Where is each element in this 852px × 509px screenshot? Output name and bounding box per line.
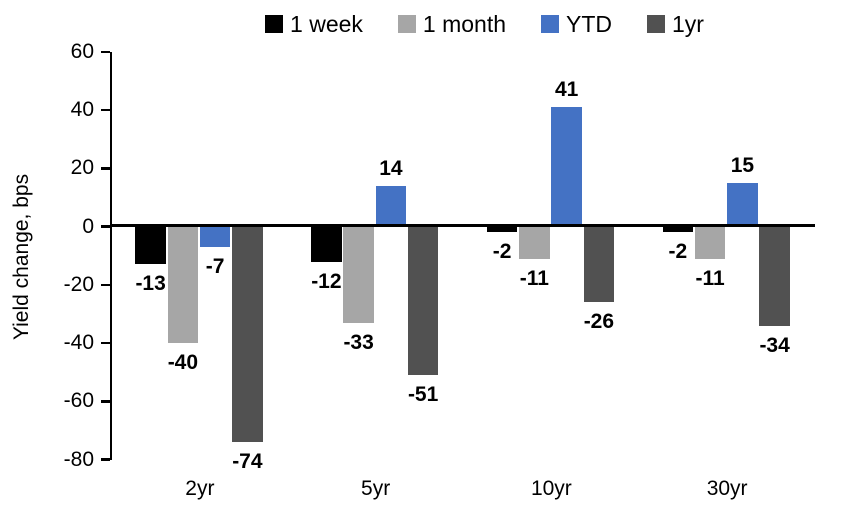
bar-ytd-2yr	[199, 226, 231, 248]
bar-1-week-2yr	[135, 226, 166, 265]
bar-ytd-10yr	[551, 107, 582, 227]
legend-swatch-1yr	[647, 15, 666, 33]
y-axis-tick	[100, 458, 110, 461]
y-axis-tick-label: -20	[63, 272, 94, 296]
data-label-1-month-10yr: -11	[519, 266, 549, 290]
data-label-1-month-30yr: -11	[695, 266, 725, 290]
bar-1-month-30yr	[694, 226, 726, 259]
legend-label-1-month: 1 month	[422, 11, 507, 37]
bar-ytd-30yr	[727, 182, 758, 227]
bar-1-month-5yr	[343, 226, 374, 323]
y-axis-tick	[100, 50, 110, 54]
legend-label-1-week: 1 week	[290, 11, 363, 37]
legend-swatch-1-month	[397, 15, 416, 33]
legend-label-ytd: YTD	[566, 11, 613, 37]
data-label-ytd-30yr: 15	[730, 153, 755, 177]
bar-1yr-5yr	[407, 226, 439, 376]
category-label-5yr: 5yr	[361, 477, 391, 500]
bar-1yr-30yr	[759, 226, 790, 326]
data-label-1yr-30yr: -34	[759, 333, 790, 357]
data-label-1-week-5yr: -12	[311, 269, 342, 293]
data-label-1yr-2yr: -74	[232, 450, 263, 474]
bar-1-week-30yr	[662, 226, 694, 233]
legend-item-1-week: 1 week	[265, 11, 363, 37]
data-label-1yr-5yr: -51	[407, 383, 439, 407]
chart-legend: 1 week 1 month YTD 1yr	[112, 9, 815, 39]
y-axis-tick	[100, 283, 110, 287]
legend-item-ytd: YTD	[541, 11, 612, 37]
bar-1-month-10yr	[519, 226, 550, 259]
y-axis-tick-label: 0	[82, 214, 94, 238]
legend-item-1-month: 1 month	[397, 11, 507, 37]
y-axis-tick-label: 40	[70, 98, 94, 122]
y-axis-line	[109, 52, 112, 460]
y-axis-tick-label: 20	[70, 156, 94, 180]
category-label-2yr: 2yr	[185, 477, 215, 500]
y-axis-tick	[100, 167, 110, 170]
legend-item-1yr: 1yr	[647, 11, 704, 37]
bar-1yr-2yr	[232, 226, 263, 443]
y-axis-tick-label: -40	[63, 331, 94, 355]
legend-swatch-ytd	[541, 15, 560, 33]
y-axis-tick-label: -80	[63, 447, 94, 471]
y-axis-tick	[100, 341, 110, 345]
legend-swatch-1-week	[265, 15, 284, 33]
y-axis-tick	[100, 400, 110, 403]
bar-ytd-5yr	[375, 185, 407, 227]
data-label-1-week-10yr: -2	[492, 240, 512, 264]
y-axis-tick	[100, 225, 110, 228]
y-axis-tick	[100, 108, 110, 112]
data-label-ytd-2yr: -7	[205, 255, 225, 279]
y-axis-tick-label: -60	[63, 389, 94, 413]
x-axis-line	[109, 224, 815, 227]
data-label-1yr-10yr: -26	[583, 310, 615, 334]
data-label-1-week-2yr: -13	[135, 272, 166, 296]
legend-label-1yr: 1yr	[672, 11, 704, 37]
data-label-1-month-2yr: -40	[167, 351, 199, 375]
bar-1yr-10yr	[583, 226, 615, 303]
y-axis-tick-label: 60	[70, 40, 94, 63]
data-label-ytd-10yr: 41	[554, 78, 579, 102]
category-label-30yr: 30yr	[706, 477, 748, 500]
bar-1-month-2yr	[167, 226, 199, 344]
data-label-ytd-5yr: 14	[379, 156, 403, 180]
bar-1-week-10yr	[486, 226, 518, 233]
data-label-1-month-5yr: -33	[343, 330, 374, 354]
bar-1-week-5yr	[311, 226, 342, 262]
data-label-1-week-30yr: -2	[668, 240, 688, 264]
category-label-10yr: 10yr	[530, 477, 572, 500]
